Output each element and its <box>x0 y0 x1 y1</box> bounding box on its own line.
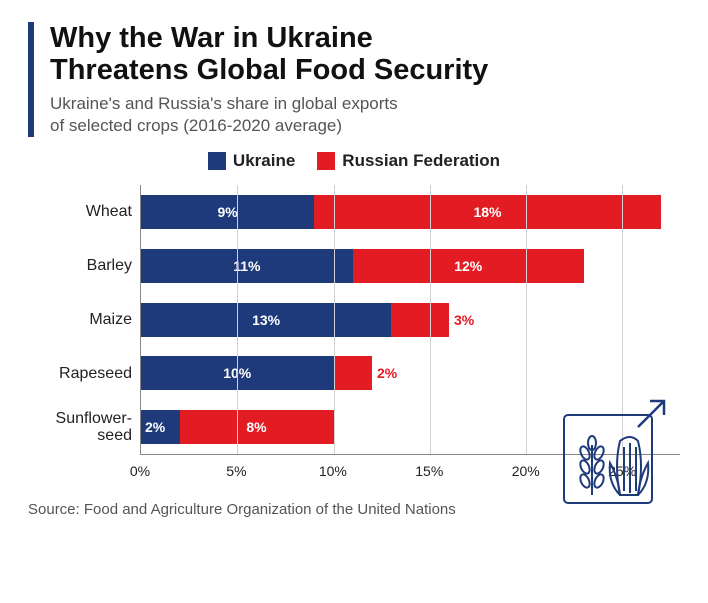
bar-segment-russia: 12% <box>353 249 584 283</box>
grid-line <box>237 185 238 454</box>
bar-row: 11%12% <box>141 239 680 293</box>
y-axis-label: Maize <box>28 293 140 347</box>
y-axis-label: Wheat <box>28 185 140 239</box>
bar-segment-ukraine: 2% <box>141 410 180 444</box>
bar-value-label: 3% <box>454 312 474 328</box>
title-line-2: Threatens Global Food Security <box>50 54 488 86</box>
chart-title: Why the War in Ukraine Threatens Global … <box>50 22 680 87</box>
bar-row: 10%2% <box>141 347 680 401</box>
bar-segment-ukraine: 11% <box>141 249 353 283</box>
grid-line <box>430 185 431 454</box>
y-axis-labels: WheatBarleyMaizeRapeseedSunflower-seed <box>28 185 140 455</box>
header-block: Why the War in Ukraine Threatens Global … <box>28 22 680 137</box>
bar-row: 9%18% <box>141 185 680 239</box>
wheat-corn-export-icon <box>560 395 672 507</box>
bar-segment-russia <box>391 303 449 337</box>
x-axis-tick: 20% <box>512 463 540 479</box>
chart-subtitle: Ukraine's and Russia's share in global e… <box>50 93 680 137</box>
title-line-1: Why the War in Ukraine <box>50 22 373 54</box>
subtitle-line-1: Ukraine's and Russia's share in global e… <box>50 94 398 113</box>
legend-item-russia: Russian Federation <box>317 151 500 171</box>
legend-swatch-ukraine <box>208 152 226 170</box>
bar-segment-russia <box>334 356 373 390</box>
bar-segment-russia: 8% <box>180 410 334 444</box>
bar-row: 13% 3% <box>141 293 680 347</box>
legend: Ukraine Russian Federation <box>28 151 680 171</box>
legend-label-ukraine: Ukraine <box>233 151 295 171</box>
bar-segment-ukraine: 13% <box>141 303 391 337</box>
bar-value-label: 2% <box>377 365 397 381</box>
bar-segment-russia: 18% <box>314 195 661 229</box>
y-axis-label: Rapeseed <box>28 347 140 401</box>
x-axis-tick: 10% <box>319 463 347 479</box>
subtitle-line-2: of selected crops (2016-2020 average) <box>50 116 342 135</box>
x-axis-tick: 5% <box>226 463 246 479</box>
x-axis-tick: 15% <box>415 463 443 479</box>
grid-line <box>334 185 335 454</box>
y-axis-label: Sunflower-seed <box>28 401 140 455</box>
x-axis-tick: 0% <box>130 463 150 479</box>
bar-segment-ukraine: 9% <box>141 195 314 229</box>
y-axis-label: Barley <box>28 239 140 293</box>
legend-swatch-russia <box>317 152 335 170</box>
grid-line <box>526 185 527 454</box>
legend-label-russia: Russian Federation <box>342 151 500 171</box>
legend-item-ukraine: Ukraine <box>208 151 295 171</box>
